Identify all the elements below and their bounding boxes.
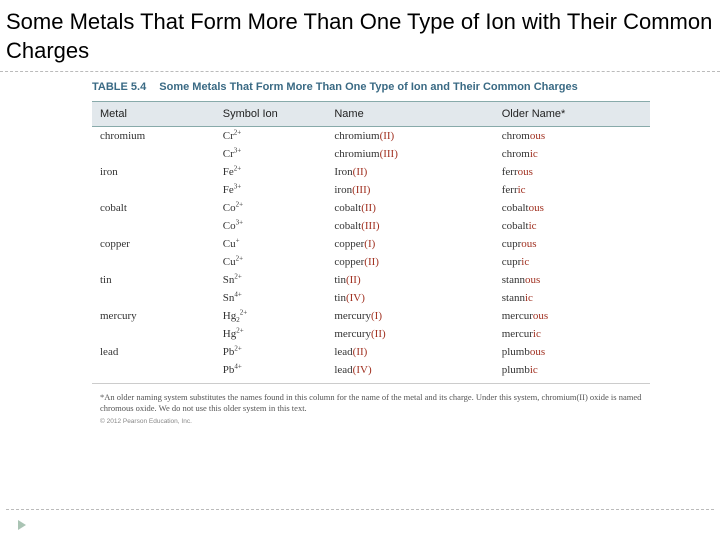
cell-metal: lead bbox=[92, 343, 215, 361]
cell-older-name: plumbous bbox=[494, 343, 650, 361]
cell-symbol: Pb4+ bbox=[215, 361, 327, 379]
table-row: mercuryHg22+mercury(I)mercurous bbox=[92, 307, 650, 325]
cell-older-name: plumbic bbox=[494, 361, 650, 379]
cell-symbol: Co3+ bbox=[215, 217, 327, 235]
cell-symbol: Fe2+ bbox=[215, 163, 327, 181]
table-row: Pb4+lead(IV)plumbic bbox=[92, 361, 650, 379]
cell-name: lead(IV) bbox=[326, 361, 493, 379]
cell-name: copper(I) bbox=[326, 235, 493, 253]
cell-metal: mercury bbox=[92, 307, 215, 325]
cell-metal: copper bbox=[92, 235, 215, 253]
cell-older-name: chromic bbox=[494, 145, 650, 163]
table-row: Cu2+copper(II)cupric bbox=[92, 253, 650, 271]
cell-symbol: Cr2+ bbox=[215, 127, 327, 146]
slide-arrow-icon bbox=[18, 520, 26, 530]
cell-older-name: cupric bbox=[494, 253, 650, 271]
cell-name: mercury(II) bbox=[326, 325, 493, 343]
col-metal: Metal bbox=[92, 102, 215, 127]
table-row: Co3+cobalt(III)cobaltic bbox=[92, 217, 650, 235]
cell-symbol: Hg2+ bbox=[215, 325, 327, 343]
table-row: Fe3+iron(III)ferric bbox=[92, 181, 650, 199]
cell-name: tin(II) bbox=[326, 271, 493, 289]
cell-symbol: Cu+ bbox=[215, 235, 327, 253]
copyright-text: © 2012 Pearson Education, Inc. bbox=[92, 416, 650, 425]
cell-older-name: ferric bbox=[494, 181, 650, 199]
cell-name: lead(II) bbox=[326, 343, 493, 361]
cell-symbol: Cu2+ bbox=[215, 253, 327, 271]
table-row: chromiumCr2+chromium(II)chromous bbox=[92, 127, 650, 146]
cell-symbol: Pb2+ bbox=[215, 343, 327, 361]
metals-table: Metal Symbol Ion Name Older Name* chromi… bbox=[92, 101, 650, 379]
cell-metal bbox=[92, 289, 215, 307]
table-label: TABLE 5.4 Some Metals That Form More Tha… bbox=[92, 80, 650, 101]
cell-symbol: Sn2+ bbox=[215, 271, 327, 289]
cell-name: tin(IV) bbox=[326, 289, 493, 307]
cell-metal bbox=[92, 217, 215, 235]
cell-name: Iron(II) bbox=[326, 163, 493, 181]
slide-title: Some Metals That Form More Than One Type… bbox=[0, 0, 720, 72]
cell-symbol: Hg22+ bbox=[215, 307, 327, 325]
table-row: Hg2+mercury(II)mercuric bbox=[92, 325, 650, 343]
cell-metal bbox=[92, 181, 215, 199]
cell-metal bbox=[92, 145, 215, 163]
table-row: leadPb2+lead(II)plumbous bbox=[92, 343, 650, 361]
cell-name: cobalt(III) bbox=[326, 217, 493, 235]
cell-symbol: Sn4+ bbox=[215, 289, 327, 307]
table-container: TABLE 5.4 Some Metals That Form More Tha… bbox=[0, 72, 720, 425]
cell-symbol: Fe3+ bbox=[215, 181, 327, 199]
cell-older-name: stannous bbox=[494, 271, 650, 289]
cell-name: chromium(II) bbox=[326, 127, 493, 146]
col-older: Older Name* bbox=[494, 102, 650, 127]
table-body: chromiumCr2+chromium(II)chromousCr3+chro… bbox=[92, 127, 650, 380]
cell-older-name: mercuric bbox=[494, 325, 650, 343]
cell-symbol: Cr3+ bbox=[215, 145, 327, 163]
bottom-divider bbox=[6, 509, 714, 510]
col-symbol: Symbol Ion bbox=[215, 102, 327, 127]
cell-metal: chromium bbox=[92, 127, 215, 146]
table-row: cobaltCo2+cobalt(II)cobaltous bbox=[92, 199, 650, 217]
col-name: Name bbox=[326, 102, 493, 127]
cell-older-name: cobaltous bbox=[494, 199, 650, 217]
cell-metal: tin bbox=[92, 271, 215, 289]
cell-name: cobalt(II) bbox=[326, 199, 493, 217]
table-row: Sn4+tin(IV)stannic bbox=[92, 289, 650, 307]
cell-older-name: chromous bbox=[494, 127, 650, 146]
cell-older-name: cobaltic bbox=[494, 217, 650, 235]
table-number: TABLE 5.4 bbox=[92, 80, 146, 95]
cell-older-name: ferrous bbox=[494, 163, 650, 181]
cell-metal bbox=[92, 361, 215, 379]
cell-metal bbox=[92, 253, 215, 271]
table-row: tinSn2+tin(II)stannous bbox=[92, 271, 650, 289]
cell-older-name: mercurous bbox=[494, 307, 650, 325]
cell-name: copper(II) bbox=[326, 253, 493, 271]
table-footnote: *An older naming system substitutes the … bbox=[92, 383, 650, 416]
cell-name: mercury(I) bbox=[326, 307, 493, 325]
table-row: copperCu+copper(I)cuprous bbox=[92, 235, 650, 253]
cell-name: chromium(III) bbox=[326, 145, 493, 163]
table-caption: Some Metals That Form More Than One Type… bbox=[159, 81, 577, 93]
table-row: Cr3+chromium(III)chromic bbox=[92, 145, 650, 163]
table-row: ironFe2+Iron(II)ferrous bbox=[92, 163, 650, 181]
cell-metal: iron bbox=[92, 163, 215, 181]
cell-name: iron(III) bbox=[326, 181, 493, 199]
cell-symbol: Co2+ bbox=[215, 199, 327, 217]
cell-metal bbox=[92, 325, 215, 343]
table-header-row: Metal Symbol Ion Name Older Name* bbox=[92, 102, 650, 127]
cell-older-name: cuprous bbox=[494, 235, 650, 253]
cell-metal: cobalt bbox=[92, 199, 215, 217]
cell-older-name: stannic bbox=[494, 289, 650, 307]
